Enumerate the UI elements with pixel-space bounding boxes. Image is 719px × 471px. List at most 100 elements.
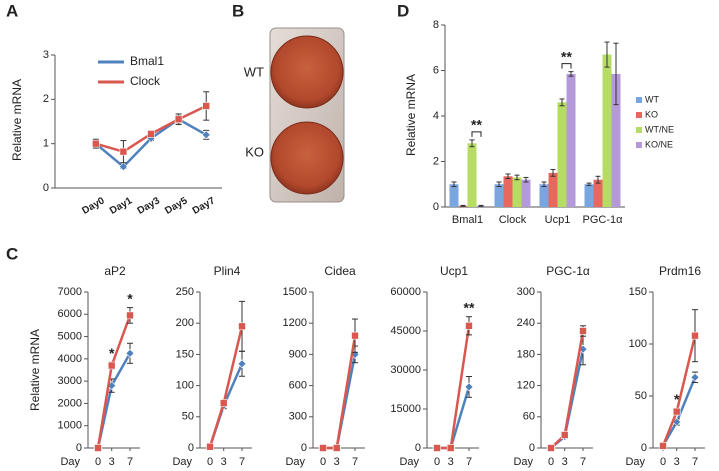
- annotation: *: [109, 345, 115, 361]
- marker: [206, 442, 214, 451]
- y-tick-label: 60000: [390, 286, 421, 298]
- panel-label: C: [6, 244, 18, 263]
- bar: [566, 73, 576, 207]
- y-tick-label: 0: [433, 201, 439, 213]
- error-bar: [604, 41, 610, 68]
- marker: [107, 361, 116, 370]
- error-bar: [451, 181, 457, 188]
- y-tick-label: 120: [517, 380, 535, 392]
- y-tick-label: 180: [517, 348, 535, 360]
- marker: [125, 348, 135, 358]
- error-bar: [541, 181, 547, 188]
- bracket: [471, 131, 482, 137]
- x-tick-label: 0: [95, 456, 101, 468]
- marker: [237, 359, 247, 369]
- y-tick-label: 0: [641, 442, 647, 454]
- x-tick-label: Day5: [163, 195, 190, 217]
- marker: [126, 311, 134, 320]
- marker: [201, 130, 211, 140]
- y-tick-label: 150: [176, 348, 194, 360]
- x-tick-label: Ucp1: [545, 214, 571, 226]
- legend-swatch: [636, 112, 642, 118]
- y-tick-label: 7000: [58, 286, 82, 298]
- bar: [602, 54, 612, 208]
- bar: [467, 143, 477, 207]
- chart-title: aP2: [104, 264, 126, 278]
- panel-label: A: [6, 1, 18, 20]
- marker: [92, 139, 100, 148]
- marker: [332, 444, 341, 452]
- x-tick-label: 3: [448, 456, 454, 468]
- chart-title: Prdm16: [659, 264, 701, 278]
- error-bar: [613, 42, 619, 106]
- chart-title: PGC-1α: [546, 264, 590, 278]
- bar: [512, 177, 522, 207]
- y-tick-label: 30000: [390, 364, 421, 376]
- marker: [691, 331, 699, 340]
- y-tick-label: 3000: [58, 375, 82, 387]
- y-tick-label: 1500: [283, 286, 307, 298]
- x-tick-label: 3: [562, 456, 568, 468]
- y-tick-label: 0: [188, 442, 194, 454]
- marker: [433, 444, 441, 452]
- x-tick-label: PGC-1α: [583, 214, 624, 226]
- annotation: **: [471, 117, 482, 133]
- annotation: *: [127, 290, 133, 306]
- y-tick-label: 1000: [58, 420, 82, 432]
- y-tick-label: 2: [433, 155, 439, 167]
- error-bar: [595, 175, 601, 184]
- x-tick-label: Clock: [499, 214, 527, 226]
- x-tick-label: 3: [221, 456, 227, 468]
- x-tick-label: 0: [548, 456, 554, 468]
- x-axis-label: Day: [60, 456, 80, 468]
- y-tick-label: 6000: [58, 308, 82, 320]
- legend-label: Bmal1: [130, 54, 164, 68]
- y-tick-label: 100: [176, 380, 194, 392]
- x-tick-label: 0: [207, 456, 213, 468]
- error-bar: [586, 182, 592, 186]
- series-line: [95, 104, 207, 154]
- error-bar: [460, 204, 466, 207]
- marker: [238, 322, 246, 331]
- x-tick-label: Day0: [80, 195, 107, 217]
- marker: [94, 444, 102, 452]
- legend-label: KO: [645, 109, 658, 119]
- y-tick-label: 0: [301, 442, 307, 454]
- image-label: WT: [244, 64, 264, 79]
- y-tick-label: 2: [43, 93, 49, 105]
- x-tick-label: 7: [580, 456, 586, 468]
- bar: [521, 179, 531, 207]
- marker: [319, 444, 327, 452]
- x-axis-label: Day: [399, 456, 419, 468]
- y-axis-label: Relative mRNA: [404, 74, 418, 156]
- series-line: [323, 335, 357, 450]
- y-tick-label: 1200: [283, 317, 307, 329]
- marker: [351, 331, 359, 340]
- x-tick-label: 7: [466, 456, 472, 468]
- y-tick-label: 0: [529, 442, 535, 454]
- marker: [690, 372, 700, 382]
- annotation: *: [674, 391, 680, 407]
- error-bar: [523, 176, 529, 183]
- y-tick-label: 0: [415, 442, 421, 454]
- image-label: KO: [245, 144, 264, 159]
- marker: [174, 115, 183, 124]
- series-line: [437, 325, 471, 450]
- legend-swatch: [636, 127, 642, 133]
- marker: [560, 431, 569, 439]
- y-tick-label: 5000: [58, 330, 82, 342]
- x-tick-label: 3: [109, 456, 115, 468]
- legend-label: KO/NE: [645, 139, 673, 149]
- y-tick-label: 300: [289, 411, 307, 423]
- error-bar: [469, 139, 475, 148]
- annotation: **: [561, 48, 572, 64]
- y-tick-label: 60: [523, 411, 535, 423]
- y-tick-label: 250: [176, 286, 194, 298]
- bar: [449, 184, 459, 207]
- marker: [147, 130, 155, 138]
- bar: [503, 176, 513, 207]
- bracket: [561, 63, 572, 69]
- marker: [547, 444, 555, 452]
- well: [270, 121, 344, 195]
